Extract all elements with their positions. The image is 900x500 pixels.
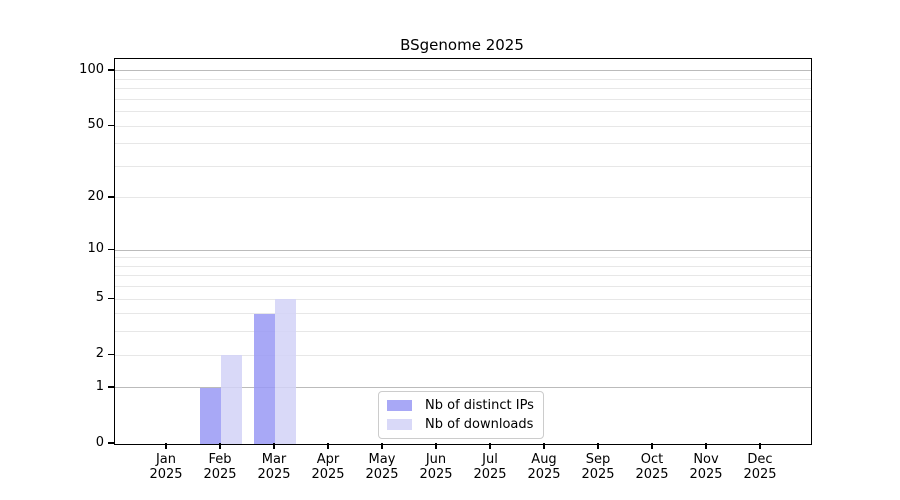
x-tick-mark <box>219 443 221 449</box>
y-tick-label: 100 <box>79 61 104 77</box>
gridline-minor <box>115 98 811 100</box>
distinct-ips-swatch <box>387 400 412 411</box>
gridline-minor <box>115 143 811 145</box>
x-tick-label: Dec 2025 <box>730 452 790 482</box>
x-tick-label: Jun 2025 <box>406 452 466 482</box>
x-tick-label: Jul 2025 <box>460 452 520 482</box>
gridline-minor <box>115 298 811 300</box>
x-tick-mark <box>273 443 275 449</box>
y-tick-mark <box>108 69 114 71</box>
x-tick-year: 2025 <box>581 467 615 482</box>
x-tick-label: Nov 2025 <box>676 452 736 482</box>
x-tick-mark <box>381 443 383 449</box>
gridline-minor <box>115 88 811 90</box>
y-tick-label: 10 <box>87 241 104 257</box>
x-tick-year: 2025 <box>149 467 183 482</box>
gridline-minor <box>115 331 811 333</box>
x-tick-month: Feb <box>208 452 232 467</box>
x-tick-month: Oct <box>640 452 664 467</box>
gridline-minor <box>115 313 811 315</box>
y-tick-mark <box>108 353 114 355</box>
gridline-minor <box>115 354 811 356</box>
x-tick-mark <box>435 443 437 449</box>
x-tick-month: Nov <box>693 452 719 467</box>
x-tick-label: Feb 2025 <box>190 452 250 482</box>
x-tick-year: 2025 <box>527 467 561 482</box>
x-tick-month: May <box>368 452 396 467</box>
y-tick-mark <box>108 297 114 299</box>
x-tick-mark <box>597 443 599 449</box>
y-tick-mark <box>108 196 114 198</box>
x-tick-mark <box>489 443 491 449</box>
bar-distinct-ips <box>254 313 275 444</box>
x-tick-month: Jul <box>482 452 498 467</box>
legend-label: Nb of distinct IPs <box>425 398 534 413</box>
x-tick-year: 2025 <box>419 467 453 482</box>
legend-item-distinct-ips: Nb of distinct IPs <box>387 398 534 413</box>
gridline-minor <box>115 286 811 288</box>
gridline-minor <box>115 111 811 113</box>
bar-downloads <box>275 299 296 444</box>
gridline-major <box>115 249 811 251</box>
y-tick-mark <box>108 248 114 250</box>
x-tick-mark <box>705 443 707 449</box>
y-tick-label: 1 <box>95 378 104 394</box>
y-tick-label: 0 <box>95 435 104 450</box>
gridline-minor <box>115 165 811 167</box>
y-tick-mark <box>108 386 114 388</box>
gridline-minor <box>115 78 811 80</box>
x-tick-year: 2025 <box>203 467 237 482</box>
downloads-swatch <box>387 419 412 430</box>
gridline-minor <box>115 257 811 259</box>
x-tick-label: Apr 2025 <box>298 452 358 482</box>
y-tick-label: 5 <box>95 290 104 306</box>
chart-title: BSgenome 2025 <box>400 36 524 54</box>
x-tick-month: Dec <box>747 452 773 467</box>
x-tick-month: Jun <box>425 452 447 467</box>
x-tick-month: Mar <box>261 452 287 467</box>
x-tick-label: Mar 2025 <box>244 452 304 482</box>
legend-item-downloads: Nb of downloads <box>387 417 534 432</box>
y-tick-mark <box>108 442 114 444</box>
bar-distinct-ips <box>200 387 221 444</box>
y-tick-label: 50 <box>87 117 104 133</box>
x-tick-mark <box>165 443 167 449</box>
x-tick-year: 2025 <box>635 467 669 482</box>
x-tick-mark <box>327 443 329 449</box>
x-tick-year: 2025 <box>473 467 507 482</box>
gridline-minor <box>115 275 811 277</box>
x-tick-label: Sep 2025 <box>568 452 628 482</box>
plot-area <box>114 58 812 445</box>
x-tick-year: 2025 <box>689 467 723 482</box>
x-tick-mark <box>651 443 653 449</box>
x-tick-label: Oct 2025 <box>622 452 682 482</box>
x-tick-label: Jan 2025 <box>136 452 196 482</box>
gridline-minor <box>115 197 811 199</box>
x-tick-month: Aug <box>531 452 557 467</box>
x-tick-month: Jan <box>155 452 177 467</box>
gridline-major <box>115 70 811 72</box>
y-tick-mark <box>108 124 114 126</box>
x-tick-year: 2025 <box>311 467 345 482</box>
y-tick-label: 2 <box>95 346 104 362</box>
legend-label: Nb of downloads <box>425 417 534 432</box>
gridline-minor <box>115 125 811 127</box>
x-tick-label: May 2025 <box>352 452 412 482</box>
gridline-major <box>115 387 811 389</box>
x-tick-mark <box>543 443 545 449</box>
x-tick-year: 2025 <box>365 467 399 482</box>
x-tick-label: Aug 2025 <box>514 452 574 482</box>
y-tick-label: 20 <box>87 188 104 204</box>
x-tick-month: Apr <box>316 452 340 467</box>
x-tick-year: 2025 <box>743 467 777 482</box>
gridline-minor <box>115 265 811 267</box>
x-tick-year: 2025 <box>257 467 291 482</box>
x-tick-month: Sep <box>585 452 611 467</box>
bar-downloads <box>221 355 242 444</box>
legend: Nb of distinct IPs Nb of downloads <box>378 391 544 439</box>
x-tick-mark <box>759 443 761 449</box>
